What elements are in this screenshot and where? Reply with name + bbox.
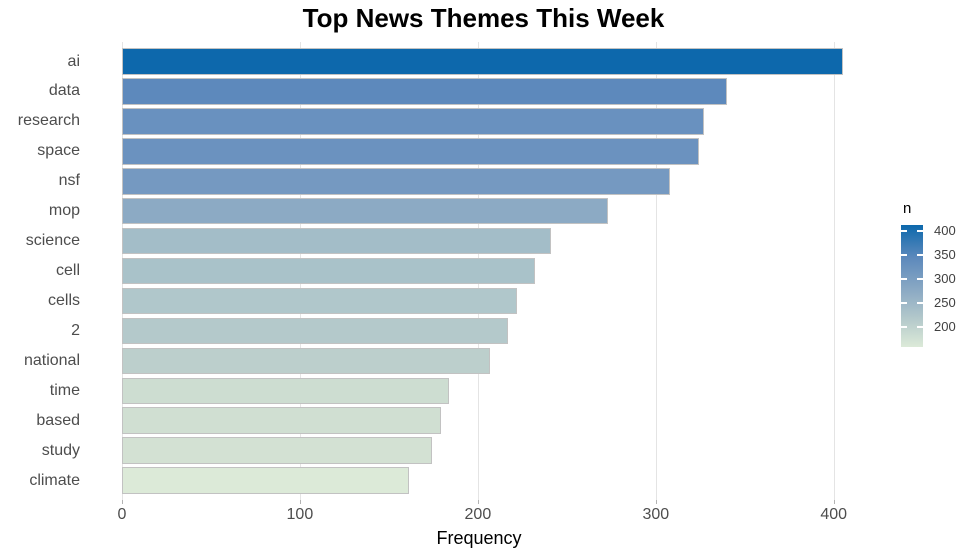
bar-cells <box>122 287 517 315</box>
legend-tick-dash <box>917 253 923 256</box>
bar-space <box>122 138 699 165</box>
legend-tick-dash <box>917 229 923 232</box>
x-tick-mark <box>122 500 123 504</box>
x-tick-mark <box>655 500 657 504</box>
y-axis-label-climate: climate <box>29 471 80 489</box>
legend-tick-dash <box>917 301 923 304</box>
y-axis-label-2: 2 <box>71 321 80 339</box>
bar-based <box>122 407 441 434</box>
x-tick-label: 0 <box>117 506 127 523</box>
y-axis-label-ai: ai <box>67 52 80 70</box>
x-tick-mark <box>833 500 835 504</box>
x-axis-title: Frequency <box>436 528 522 548</box>
y-axis-label-time: time <box>49 381 80 399</box>
legend-tick-dash <box>917 325 923 328</box>
x-tick-label: 300 <box>642 506 670 523</box>
bar-mop <box>122 197 608 225</box>
bar-research <box>122 108 704 135</box>
y-axis-label-nsf: nsf <box>58 172 80 190</box>
legend-tick-dash <box>901 277 907 280</box>
bar-nsf <box>122 168 670 195</box>
y-axis-label-science: science <box>25 232 80 250</box>
bar-cell <box>122 257 535 285</box>
bar-climate <box>122 467 409 494</box>
bar-study <box>122 437 432 464</box>
y-axis-labels: ai data research space nsf mop science cell cell… <box>0 42 80 500</box>
x-tick-label: 200 <box>464 506 492 523</box>
legend-tick-dash <box>901 301 907 304</box>
y-axis-label-cell: cell <box>55 262 80 279</box>
x-gridline <box>655 42 657 500</box>
legend-tick-label: 400 <box>934 223 956 239</box>
legend-tick-label: 250 <box>934 295 956 311</box>
legend-tick-dash <box>901 253 907 256</box>
legend-tick-dash <box>917 277 923 280</box>
plot-panel <box>122 42 880 500</box>
x-tick-mark <box>477 500 479 504</box>
x-axis: 0 100 200 300 400 <box>118 500 880 528</box>
color-legend: n 400 350 300 250 200 <box>896 200 967 380</box>
bar-time <box>122 377 450 404</box>
bar-2 <box>122 317 509 345</box>
y-axis-label-based: based <box>36 411 80 429</box>
bar-science <box>122 227 551 255</box>
legend-tick-label: 350 <box>934 247 956 263</box>
legend-gradient-bar <box>901 225 923 347</box>
y-axis-label-mop: mop <box>48 202 80 220</box>
y-axis-label-space: space <box>37 142 80 160</box>
legend-title: n <box>903 200 912 217</box>
legend-tick-label: 200 <box>934 319 956 335</box>
bar-national <box>122 347 491 374</box>
legend-tick-dash <box>901 229 907 232</box>
y-axis-label-research: research <box>17 112 80 130</box>
bar-ai <box>122 48 843 75</box>
legend-tick-dash <box>901 325 907 328</box>
legend-tick-label: 300 <box>934 271 956 287</box>
y-axis-label-cells: cells <box>47 291 80 309</box>
y-axis-label-study: study <box>41 441 80 459</box>
x-tick-label: 100 <box>286 506 314 523</box>
y-axis-label-data: data <box>48 82 80 100</box>
x-gridline <box>833 42 835 500</box>
y-axis-label-national: national <box>23 351 80 369</box>
x-tick-label: 400 <box>820 506 848 523</box>
bar-data <box>122 78 727 105</box>
x-tick-mark <box>299 500 301 504</box>
chart-title: Top News Themes This Week <box>302 3 665 33</box>
